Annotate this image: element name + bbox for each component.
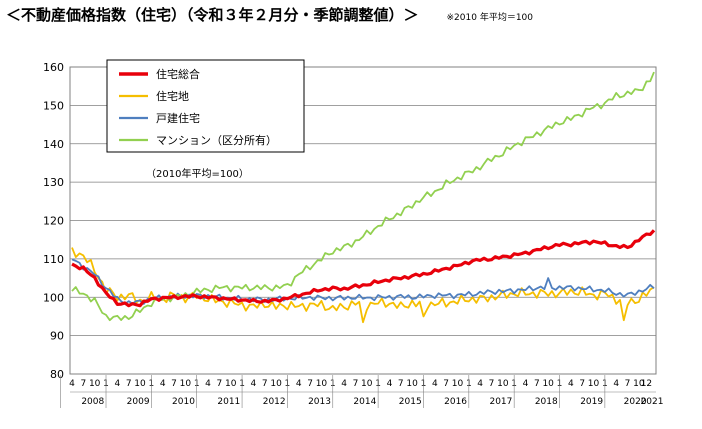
y-tick-label: 110: [43, 253, 64, 266]
legend-label: 戸建住宅: [156, 111, 200, 125]
x-tick-label: 4: [251, 379, 257, 389]
x-year-label: 2008: [81, 397, 104, 407]
x-year-label: 2018: [535, 397, 558, 407]
x-year-label: 2020: [624, 397, 647, 407]
x-tick-label: 10: [452, 379, 464, 389]
x-year-label: 2019: [580, 397, 603, 407]
x-tick-label: 4: [114, 379, 120, 389]
x-tick-label: 4: [432, 379, 438, 389]
x-tick-label: 10: [270, 379, 282, 389]
x-tick-label: 7: [534, 379, 540, 389]
y-tick-label: 120: [43, 215, 64, 228]
y-tick-label: 140: [43, 138, 64, 151]
x-year-label: 2010: [172, 397, 195, 407]
legend-note: （2010年平均=100）: [146, 167, 249, 180]
series-line-3: [71, 71, 655, 322]
x-tick-label: 7: [579, 379, 585, 389]
x-tick-label: 4: [568, 379, 574, 389]
series-line-0: [71, 229, 656, 308]
x-tick-label: 7: [80, 379, 86, 389]
x-tick-label: 7: [443, 379, 449, 389]
x-year-label: 2015: [399, 397, 422, 407]
x-tick-label: 10: [542, 379, 554, 389]
x-tick-label: 10: [134, 379, 146, 389]
chart-note: ※2010 年平均＝100: [446, 13, 534, 23]
x-tick-label: 10: [89, 379, 101, 389]
x-year-label: 2016: [444, 397, 467, 407]
x-tick-label: 7: [126, 379, 132, 389]
x-tick-label: 10: [497, 379, 509, 389]
x-tick-label: 10: [180, 379, 192, 389]
x-tick-label: 4: [613, 379, 619, 389]
x-year-label: 2012: [263, 397, 286, 407]
x-tick-label: 10: [406, 379, 418, 389]
x-tick-label: 4: [205, 379, 211, 389]
chart-title-text: ＜不動産価格指数（住宅）（令和３年２月分・季節調整値）＞: [6, 6, 419, 24]
x-tick-label: 10: [316, 379, 328, 389]
legend-label: 住宅地: [156, 89, 189, 103]
x-tick-label: 7: [307, 379, 313, 389]
x-year-label: 2017: [489, 397, 512, 407]
x-tick-label: 4: [523, 379, 529, 389]
x-tick-label: 7: [625, 379, 631, 389]
legend-label: マンション（区分所有）: [156, 133, 277, 147]
x-tick-label: 7: [217, 379, 223, 389]
x-year-label: 2011: [217, 397, 240, 407]
legend-label: 住宅総合: [156, 67, 200, 81]
x-tick-label: 4: [387, 379, 393, 389]
x-tick-label: 10: [225, 379, 237, 389]
x-tick-label: 4: [296, 379, 302, 389]
x-tick-label: 4: [69, 379, 75, 389]
x-tick-label: 7: [489, 379, 495, 389]
y-tick-label: 130: [43, 176, 64, 189]
x-year-label: 2021: [641, 397, 664, 407]
y-tick-label: 150: [43, 99, 64, 112]
y-tick-label: 90: [50, 330, 64, 343]
x-year-label: 2013: [308, 397, 331, 407]
x-tick-label: 7: [171, 379, 177, 389]
y-tick-label: 100: [43, 291, 64, 304]
y-tick-label: 160: [43, 61, 64, 74]
x-tick-label: 4: [160, 379, 166, 389]
x-tick-label: 12: [641, 379, 652, 389]
x-tick-label: 4: [477, 379, 483, 389]
x-tick-label: 10: [361, 379, 373, 389]
x-tick-label: 7: [262, 379, 268, 389]
chart-title: ＜不動産価格指数（住宅）（令和３年２月分・季節調整値）＞ ※2010 年平均＝1…: [6, 4, 533, 28]
x-tick-label: 10: [588, 379, 600, 389]
y-tick-label: 80: [50, 368, 64, 381]
x-tick-label: 4: [341, 379, 347, 389]
x-tick-label: 7: [353, 379, 359, 389]
x-tick-label: 10: [633, 379, 645, 389]
x-year-label: 2009: [127, 397, 150, 407]
x-year-label: 2014: [353, 397, 376, 407]
x-tick-label: 7: [398, 379, 404, 389]
